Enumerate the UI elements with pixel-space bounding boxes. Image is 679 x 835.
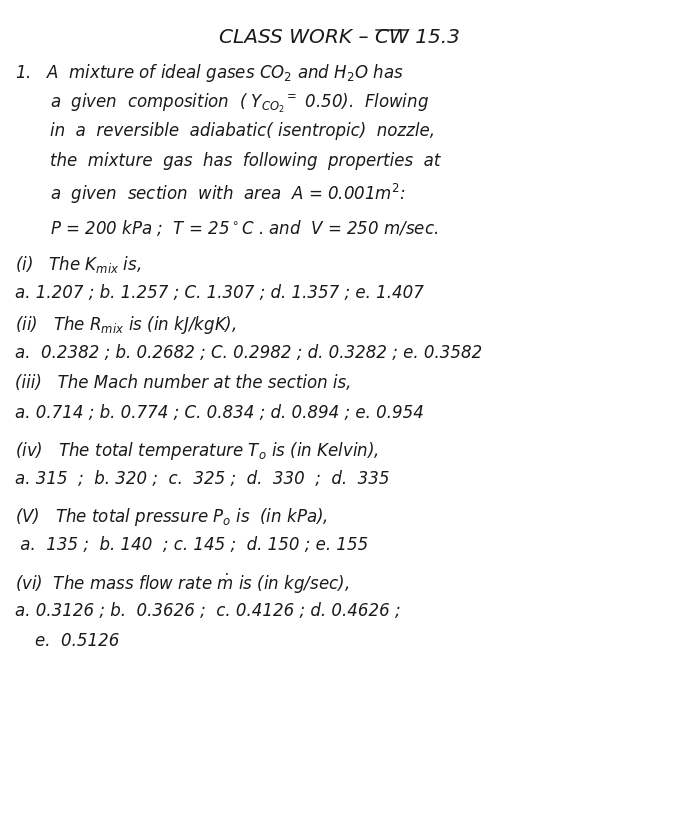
Text: (i)   The K$_{mix}$ is,: (i) The K$_{mix}$ is,	[15, 254, 141, 275]
Text: a. 0.714 ; b. 0.774 ; C. 0.834 ; d. 0.894 ; e. 0.954: a. 0.714 ; b. 0.774 ; C. 0.834 ; d. 0.89…	[15, 404, 424, 422]
Text: (iii)   The Mach number at the section is,: (iii) The Mach number at the section is,	[15, 374, 351, 392]
Text: (vi)  The mass flow rate $\dot{m}$ is (in kg/sec),: (vi) The mass flow rate $\dot{m}$ is (in…	[15, 572, 349, 596]
Text: in  a  reversible  adiabatic( isentropic)  nozzle,: in a reversible adiabatic( isentropic) n…	[50, 122, 435, 140]
Text: the  mixture  gas  has  following  properties  at: the mixture gas has following properties…	[50, 152, 441, 170]
Text: a. 0.3126 ; b.  0.3626 ;  c. 0.4126 ; d. 0.4626 ;: a. 0.3126 ; b. 0.3626 ; c. 0.4126 ; d. 0…	[15, 602, 401, 620]
Text: a. 1.207 ; b. 1.257 ; C. 1.307 ; d. 1.357 ; e. 1.407: a. 1.207 ; b. 1.257 ; C. 1.307 ; d. 1.35…	[15, 284, 424, 302]
Text: a.  135 ;  b. 140  ; c. 145 ;  d. 150 ; e. 155: a. 135 ; b. 140 ; c. 145 ; d. 150 ; e. 1…	[15, 536, 368, 554]
Text: e.  0.5126: e. 0.5126	[35, 632, 120, 650]
Text: CLASS WORK – CW 15.3: CLASS WORK – CW 15.3	[219, 28, 460, 47]
Text: a  given  section  with  area  A = 0.001m$^2$:: a given section with area A = 0.001m$^2$…	[50, 182, 405, 206]
Text: (iv)   The total temperature T$_o$ is (in Kelvin),: (iv) The total temperature T$_o$ is (in …	[15, 440, 379, 462]
Text: P = 200 kPa ;  T = 25$^\circ$C . and  V = 250 m/sec.: P = 200 kPa ; T = 25$^\circ$C . and V = …	[50, 218, 438, 238]
Text: a.  0.2382 ; b. 0.2682 ; C. 0.2982 ; d. 0.3282 ; e. 0.3582: a. 0.2382 ; b. 0.2682 ; C. 0.2982 ; d. 0…	[15, 344, 482, 362]
Text: (ii)   The R$_{mix}$ is (in kJ/kgK),: (ii) The R$_{mix}$ is (in kJ/kgK),	[15, 314, 236, 336]
Text: (V)   The total pressure P$_o$ is  (in kPa),: (V) The total pressure P$_o$ is (in kPa)…	[15, 506, 328, 528]
Text: a  given  composition  ( Y$_{CO_2}$$^=$ 0.50).  Flowing: a given composition ( Y$_{CO_2}$$^=$ 0.5…	[50, 92, 429, 115]
Text: a. 315  ;  b. 320 ;  c.  325 ;  d.  330  ;  d.  335: a. 315 ; b. 320 ; c. 325 ; d. 330 ; d. 3…	[15, 470, 390, 488]
Text: 1.   A  mixture of ideal gases CO$_2$ and H$_2$O has: 1. A mixture of ideal gases CO$_2$ and H…	[15, 62, 404, 84]
